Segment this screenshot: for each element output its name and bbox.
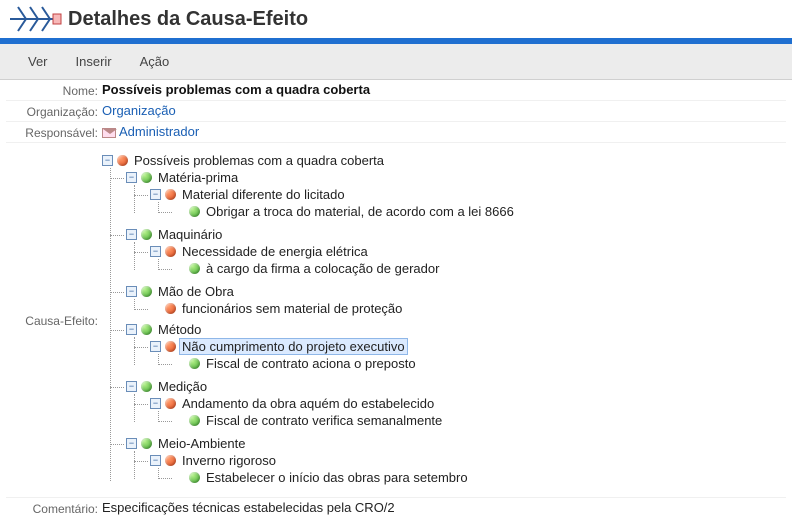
collapse-icon[interactable]: −: [102, 155, 113, 166]
red-dot-icon: [117, 155, 128, 166]
row-name: Nome: Possíveis problemas com a quadra c…: [6, 80, 786, 101]
collapse-icon[interactable]: −: [150, 398, 161, 409]
red-dot-icon: [165, 303, 176, 314]
tree-node-action[interactable]: Obrigar a troca do material, de acordo c…: [174, 204, 786, 219]
page-title: Detalhes da Causa-Efeito: [68, 8, 308, 31]
green-dot-icon: [141, 438, 152, 449]
value-comment: Especificações técnicas estabelecidas pe…: [102, 500, 786, 515]
tree-node-problem[interactable]: funcionários sem material de proteção: [150, 301, 786, 316]
link-responsible[interactable]: Administrador: [119, 124, 199, 139]
collapse-icon[interactable]: −: [150, 455, 161, 466]
tree-node-problem[interactable]: − Não cumprimento do projeto executivo: [150, 339, 786, 354]
link-organization[interactable]: Organização: [102, 103, 176, 118]
node-label: Medição: [156, 379, 209, 394]
leaf-spacer: [150, 303, 161, 314]
menubar: Ver Inserir Ação: [0, 44, 792, 80]
label-comment: Comentário:: [6, 500, 102, 516]
tree-node-category[interactable]: − Método: [126, 322, 786, 337]
node-label: Mão de Obra: [156, 284, 236, 299]
red-dot-icon: [165, 189, 176, 200]
node-label: Maquinário: [156, 227, 224, 242]
node-label: Possíveis problemas com a quadra coberta: [132, 153, 386, 168]
leaf-spacer: [174, 415, 185, 426]
tree-node-action[interactable]: Fiscal de contrato verifica semanalmente: [174, 413, 786, 428]
page-header: Detalhes da Causa-Efeito: [0, 0, 792, 38]
value-name: Possíveis problemas com a quadra coberta: [102, 82, 786, 97]
collapse-icon[interactable]: −: [126, 229, 137, 240]
form-area: Nome: Possíveis problemas com a quadra c…: [0, 80, 792, 522]
collapse-icon[interactable]: −: [150, 246, 161, 257]
green-dot-icon: [141, 324, 152, 335]
green-dot-icon: [189, 472, 200, 483]
green-dot-icon: [189, 206, 200, 217]
leaf-spacer: [174, 206, 185, 217]
red-dot-icon: [165, 455, 176, 466]
node-label: Estabelecer o início das obras para sete…: [204, 470, 470, 485]
tree-node-action[interactable]: à cargo da firma a colocação de gerador: [174, 261, 786, 276]
green-dot-icon: [141, 172, 152, 183]
node-label: Fiscal de contrato aciona o preposto: [204, 356, 418, 371]
leaf-spacer: [174, 358, 185, 369]
tree-node-category[interactable]: − Matéria-prima: [126, 170, 786, 185]
tree-node-root[interactable]: − Possíveis problemas com a quadra cober…: [102, 153, 786, 168]
leaf-spacer: [174, 263, 185, 274]
mail-icon: [102, 128, 116, 138]
fishbone-icon: [8, 4, 62, 34]
tree-node-category[interactable]: − Mão de Obra: [126, 284, 786, 299]
node-label: Andamento da obra aquém do estabelecido: [180, 396, 436, 411]
label-responsible: Responsável:: [6, 124, 102, 140]
red-dot-icon: [165, 341, 176, 352]
red-dot-icon: [165, 398, 176, 409]
node-label: Material diferente do licitado: [180, 187, 347, 202]
green-dot-icon: [189, 358, 200, 369]
tree-node-category[interactable]: − Meio-Ambiente: [126, 436, 786, 451]
label-cause-effect: Causa-Efeito:: [6, 312, 102, 328]
node-label: Meio-Ambiente: [156, 436, 247, 451]
label-name: Nome:: [6, 82, 102, 98]
tree-node-problem[interactable]: − Andamento da obra aquém do estabelecid…: [150, 396, 786, 411]
cause-effect-tree: − Possíveis problemas com a quadra cober…: [102, 145, 786, 495]
collapse-icon[interactable]: −: [126, 286, 137, 297]
green-dot-icon: [189, 415, 200, 426]
tree-node-action[interactable]: Fiscal de contrato aciona o preposto: [174, 356, 786, 371]
collapse-icon[interactable]: −: [126, 438, 137, 449]
leaf-spacer: [174, 472, 185, 483]
node-label: Método: [156, 322, 203, 337]
tree-node-category[interactable]: − Maquinário: [126, 227, 786, 242]
tree-node-problem[interactable]: − Material diferente do licitado: [150, 187, 786, 202]
green-dot-icon: [141, 381, 152, 392]
collapse-icon[interactable]: −: [126, 172, 137, 183]
node-label-selected: Não cumprimento do projeto executivo: [180, 339, 407, 354]
green-dot-icon: [141, 229, 152, 240]
row-responsible: Responsável: Administrador: [6, 122, 786, 143]
node-label: à cargo da firma a colocação de gerador: [204, 261, 441, 276]
tree-node-problem[interactable]: − Necessidade de energia elétrica: [150, 244, 786, 259]
tree-node-category[interactable]: − Medição: [126, 379, 786, 394]
green-dot-icon: [189, 263, 200, 274]
collapse-icon[interactable]: −: [150, 189, 161, 200]
row-comment: Comentário: Especificações técnicas esta…: [6, 498, 786, 518]
collapse-icon[interactable]: −: [150, 341, 161, 352]
collapse-icon[interactable]: −: [126, 324, 137, 335]
node-label: funcionários sem material de proteção: [180, 301, 404, 316]
menu-ver[interactable]: Ver: [28, 54, 48, 69]
node-label: Obrigar a troca do material, de acordo c…: [204, 204, 516, 219]
row-cause-effect: Causa-Efeito: − Possíveis problemas com …: [6, 143, 786, 498]
collapse-icon[interactable]: −: [126, 381, 137, 392]
label-organization: Organização:: [6, 103, 102, 119]
green-dot-icon: [141, 286, 152, 297]
node-label: Necessidade de energia elétrica: [180, 244, 370, 259]
node-label: Inverno rigoroso: [180, 453, 278, 468]
tree-node-action[interactable]: Estabelecer o início das obras para sete…: [174, 470, 786, 485]
menu-inserir[interactable]: Inserir: [76, 54, 112, 69]
red-dot-icon: [165, 246, 176, 257]
tree-node-problem[interactable]: − Inverno rigoroso: [150, 453, 786, 468]
node-label: Matéria-prima: [156, 170, 240, 185]
menu-acao[interactable]: Ação: [140, 54, 170, 69]
node-label: Fiscal de contrato verifica semanalmente: [204, 413, 444, 428]
row-organization: Organização: Organização: [6, 101, 786, 122]
